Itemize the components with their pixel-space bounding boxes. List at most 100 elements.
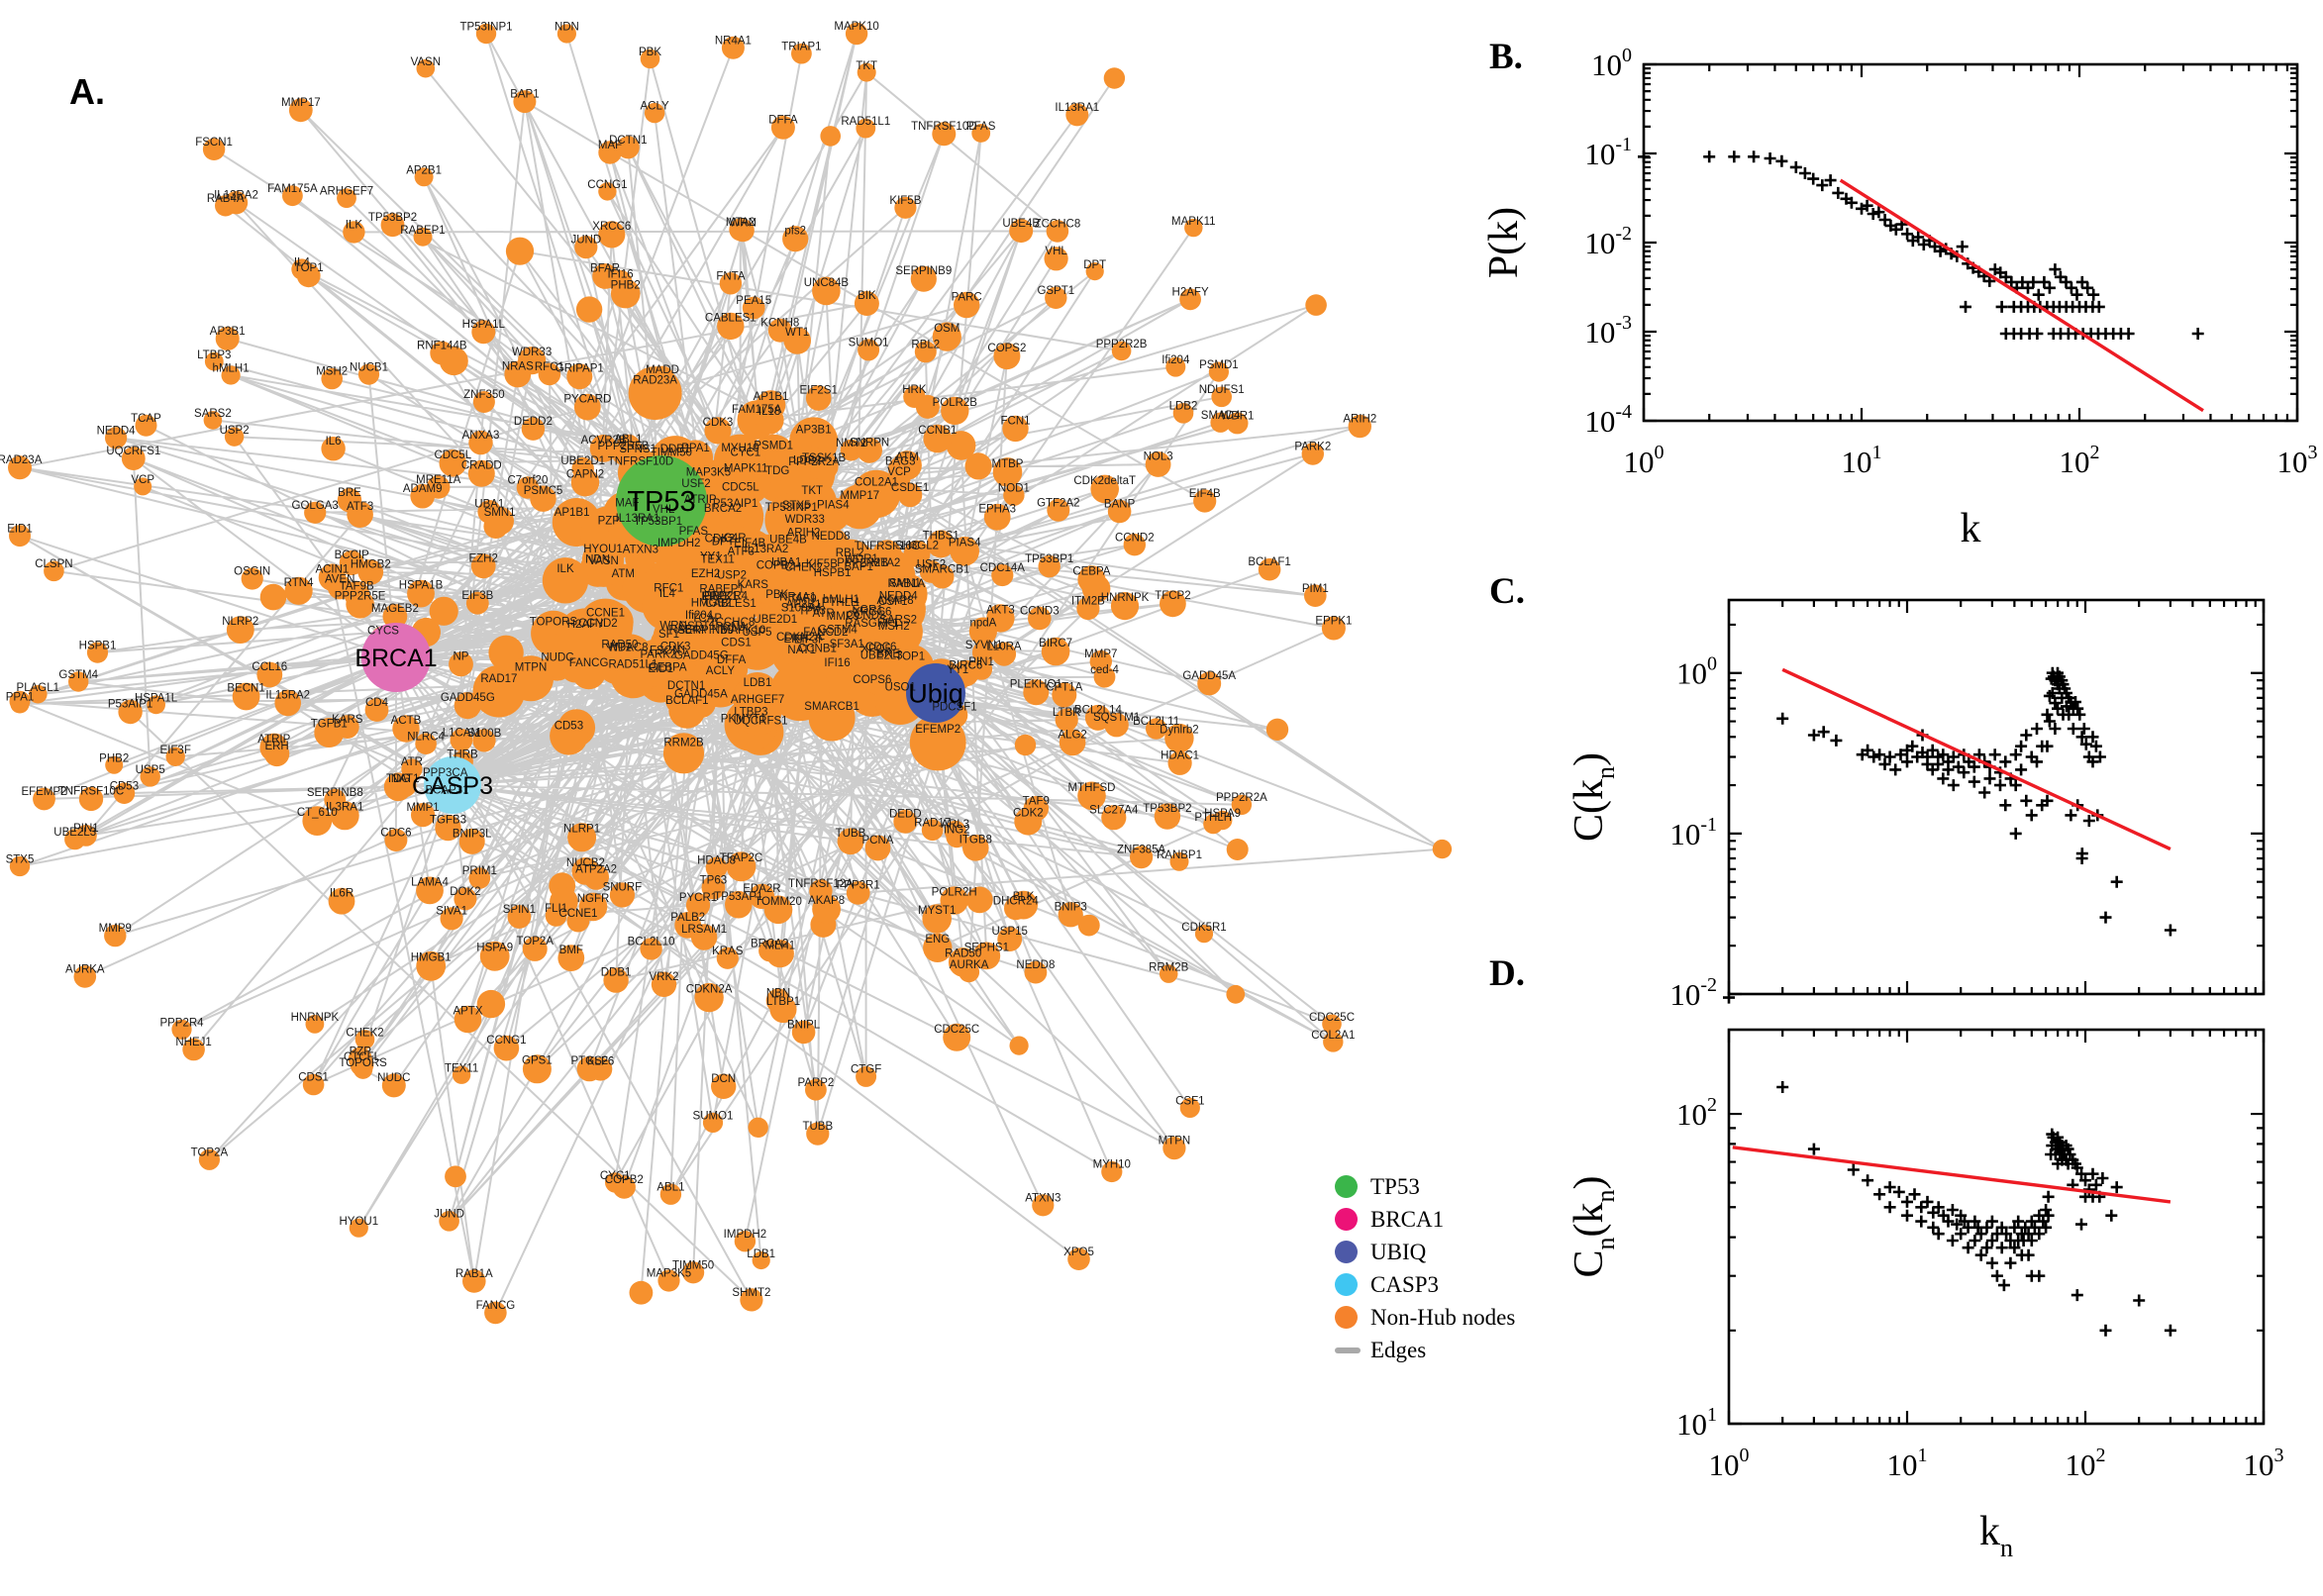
network-node [467, 459, 495, 487]
network-node [608, 269, 633, 294]
gene-label: ATR [813, 608, 835, 620]
gene-label: PPP2R5B [598, 441, 650, 452]
network-node [521, 417, 546, 441]
network-node [1003, 484, 1025, 506]
network-node [640, 49, 660, 69]
gene-label: DDB1 [660, 444, 691, 455]
chart-panel-C: 100 10-1 10-2 C(kn) [1566, 598, 2266, 1012]
network-node [1193, 489, 1217, 513]
gene-label: PSMC5 [524, 485, 563, 497]
gene-label: CD53 [555, 721, 583, 733]
gene-label: IL15RA2 [265, 689, 310, 701]
network-node [598, 182, 617, 201]
gene-label: ENG [925, 934, 950, 946]
network-node [742, 296, 765, 320]
network-node [1348, 414, 1372, 439]
edge-swatch-icon [1335, 1347, 1361, 1353]
network-node [1165, 356, 1186, 377]
network-node [105, 755, 124, 774]
gene-label: TNFRSF12A [788, 878, 854, 890]
network-node [845, 22, 868, 46]
gene-label: TAF9 [1023, 795, 1050, 807]
network-node [1305, 294, 1327, 316]
network-node [354, 1030, 375, 1049]
network-node [1084, 704, 1111, 731]
network-node [454, 887, 477, 911]
network-node [616, 136, 640, 159]
network-node [954, 291, 980, 319]
gene-label: MTPN [515, 661, 548, 673]
network-node [991, 563, 1014, 587]
network-node [893, 809, 918, 834]
gene-label: POLR2B [933, 397, 978, 409]
network-node [302, 806, 333, 836]
network-node [875, 594, 910, 628]
gene-label: EZH2 [691, 568, 720, 580]
plot-frame [1642, 62, 2299, 423]
network-node [392, 715, 420, 743]
network-node [694, 982, 724, 1013]
gene-label: IMPDH2 [724, 1229, 766, 1241]
gene-label: ITM2B [1071, 596, 1105, 608]
network-node [1210, 412, 1231, 433]
network-node [516, 476, 540, 499]
gene-label: MRE11A [416, 474, 460, 486]
network-node [440, 907, 463, 931]
panel-label-b: B. [1489, 37, 1523, 77]
gene-label: IL6R [330, 888, 354, 900]
network-node [226, 616, 254, 644]
network-node [1028, 606, 1052, 631]
gene-label: HSPA1B [399, 580, 444, 592]
network-node [770, 115, 795, 140]
gene-label: DCN [711, 1073, 736, 1085]
network-node [75, 825, 97, 847]
network-node [1432, 839, 1453, 859]
gene-label: IFI16 [607, 269, 633, 281]
network-node [864, 835, 891, 861]
network-node [44, 560, 64, 582]
gene-label: PPP2R2A [788, 456, 840, 468]
gene-label: BIK [858, 290, 876, 302]
network-node [748, 1117, 768, 1139]
network-node [629, 1280, 654, 1305]
network-node [1023, 679, 1050, 706]
gene-label: NGFR [577, 893, 610, 905]
legend-item-casp3: CASP3 [1335, 1268, 1515, 1301]
gene-label: ILK [556, 563, 574, 575]
network-node [556, 24, 577, 44]
legend-label: BRCA1 [1370, 1206, 1445, 1232]
gene-label: DOK2 [450, 886, 480, 898]
network-node [364, 698, 389, 722]
gene-label: SERPINB9 [677, 625, 734, 637]
legend-item-brca1: BRCA1 [1335, 1203, 1515, 1236]
network-node [1046, 220, 1069, 243]
network-node [274, 689, 302, 717]
gene-label: PFAS [679, 526, 709, 538]
network-node [1322, 1014, 1342, 1035]
gene-label: NMT2 [836, 438, 866, 449]
network-node [668, 691, 706, 729]
network-node [113, 782, 136, 804]
gene-label: CABLES1 [705, 313, 757, 325]
network-node [357, 559, 384, 585]
legend-label: UBIQ [1370, 1239, 1427, 1264]
gene-label: RFC1 [535, 361, 564, 373]
network-node [872, 540, 902, 570]
gene-label: HSPB1 [814, 567, 852, 579]
gene-label: MAF [615, 498, 639, 510]
gene-label: IL13RA1 [616, 513, 660, 525]
gene-label: SERPINB9 [895, 265, 952, 277]
network-node [805, 1078, 827, 1101]
gene-label: YY1 [700, 550, 722, 562]
gene-label: NUDC [377, 1072, 410, 1084]
network-node [1059, 729, 1086, 756]
network-node [756, 390, 786, 420]
gene-label: CDC6 [380, 827, 411, 839]
gene-label: LTBR [1053, 707, 1081, 719]
gene-label: TOP1 [895, 650, 925, 662]
gene-label: USP15 [991, 926, 1027, 938]
network-node [932, 322, 961, 351]
gene-label: SMARCB1 [915, 563, 970, 575]
network-node [716, 947, 739, 969]
gene-label: KLF6 [587, 1056, 615, 1068]
